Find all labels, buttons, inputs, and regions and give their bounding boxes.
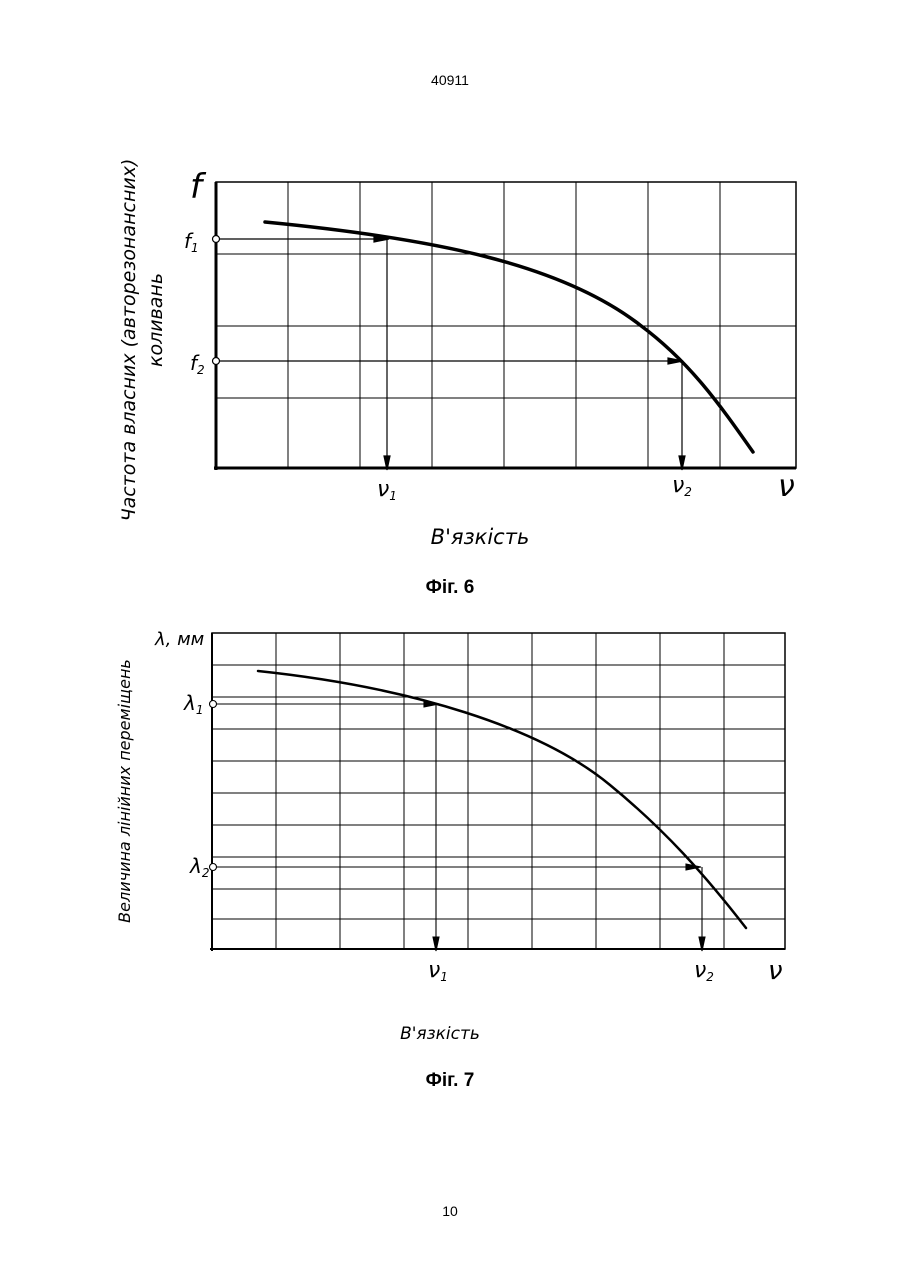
figure-6-x-marker-2: ν2 [672, 473, 692, 499]
figure-7-x-marker-2: ν2 [694, 958, 714, 984]
document-number: 40911 [0, 72, 900, 88]
figure-6-y-symbol: f [190, 167, 207, 207]
figure-7-y-symbol: λ, мм [154, 629, 204, 650]
figure-7-grid [212, 633, 785, 949]
figure-7-x-symbol: ν [768, 956, 783, 986]
figure-6-y-marker-1: f1 [184, 229, 199, 255]
figure-6-y-label-line-2: коливань [145, 273, 167, 367]
figure-6-caption: Фіг. 6 [0, 577, 900, 599]
figure-7-x-label: В'язкість [400, 1024, 480, 1044]
figure-6-y-label-line-1: Частота власних (авторезонансних) [118, 159, 140, 522]
figure-7-guides [210, 701, 706, 952]
figure-7-y-label: Величина лінійних переміщень [115, 659, 134, 923]
figure-6-chart: f f1 f2 ν1 ν2 ν Частота власних (авторез… [0, 100, 900, 560]
figure-7-plot-frame [212, 633, 785, 949]
page-number: 10 [0, 1203, 900, 1219]
figure-6-x-label: В'язкість [431, 525, 530, 549]
figure-7-y-marker-2: λ2 [189, 854, 209, 880]
figure-6-curve [265, 222, 753, 452]
figure-7-caption: Фіг. 7 [0, 1070, 900, 1092]
figure-7-y-marker-1: λ1 [183, 691, 203, 717]
figure-7-chart: λ, мм λ1 λ2 ν1 ν2 ν Величина лінійних пе… [0, 615, 900, 1055]
figure-6-y-marker-2: f2 [190, 351, 205, 377]
figure-6-x-marker-1: ν1 [377, 477, 397, 503]
figure-6-guides [213, 236, 686, 471]
figure-7-x-marker-1: ν1 [428, 958, 448, 984]
figure-6-x-symbol: ν [778, 469, 795, 504]
